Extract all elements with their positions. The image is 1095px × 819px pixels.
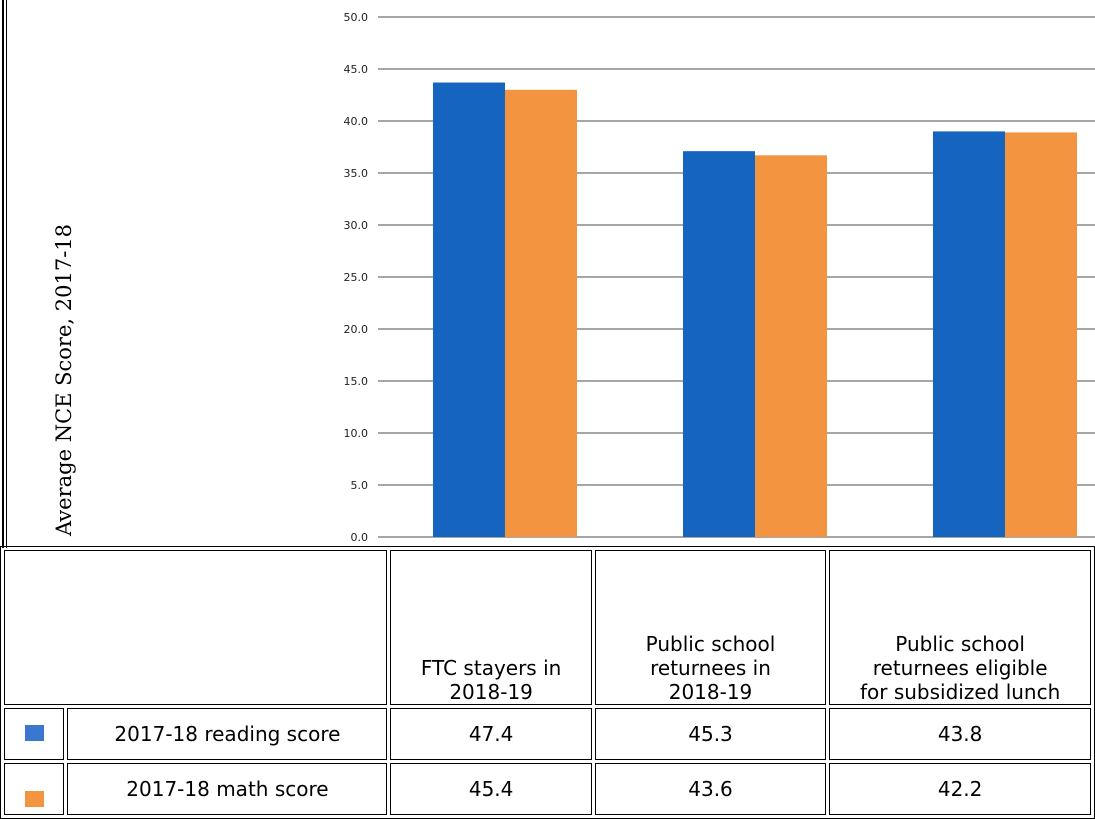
y-tick-label: 45.0 bbox=[344, 63, 369, 76]
chart-frame: Average NCE Score, 2017-18 bbox=[2, 0, 76, 548]
reading-swatch bbox=[24, 725, 44, 741]
table-cell: 45.4 bbox=[390, 763, 592, 815]
y-tick-label: 10.0 bbox=[344, 427, 369, 440]
bar-reading bbox=[433, 82, 505, 538]
header-line: for subsidized lunch bbox=[859, 680, 1061, 704]
table-cell: 43.8 bbox=[829, 708, 1091, 760]
y-tick-label: 20.0 bbox=[344, 323, 369, 336]
bar-math bbox=[755, 155, 827, 537]
table-cell: 42.2 bbox=[829, 763, 1091, 815]
y-tick-label: 50.0 bbox=[344, 11, 369, 24]
table-row: 2017-18 math score 45.4 43.6 42.2 bbox=[4, 763, 1091, 815]
bar-reading bbox=[933, 131, 1005, 537]
frame-border bbox=[2, 0, 4, 548]
y-tick-label: 15.0 bbox=[344, 375, 369, 388]
table-row: 2017-18 reading score 47.4 45.3 43.8 bbox=[4, 708, 1091, 760]
bar-math bbox=[505, 89, 577, 538]
table-header-cell: FTC stayers in 2018-19 bbox=[390, 550, 592, 705]
y-tick-label: 40.0 bbox=[344, 115, 369, 128]
legend-swatch-cell bbox=[4, 763, 65, 815]
header-line: Public school bbox=[895, 632, 1025, 656]
row-label: 2017-18 reading score bbox=[67, 708, 388, 760]
table-cell: 43.6 bbox=[594, 763, 827, 815]
frame-border-inner bbox=[6, 0, 7, 548]
header-line: 2018-19 bbox=[668, 680, 753, 704]
table-header-cell: Public school returnees eligible for sub… bbox=[829, 550, 1091, 705]
bar-math bbox=[1005, 132, 1077, 537]
row-label: 2017-18 math score bbox=[67, 763, 388, 815]
y-tick-label: 0.0 bbox=[351, 531, 369, 544]
table-corner-cell bbox=[4, 550, 388, 705]
legend-swatch-cell bbox=[4, 708, 65, 760]
table-cell: 45.3 bbox=[594, 708, 827, 760]
table-cell: 47.4 bbox=[390, 708, 592, 760]
y-tick-label: 5.0 bbox=[351, 479, 369, 492]
header-line: returnees eligible bbox=[872, 656, 1048, 680]
bar-reading bbox=[683, 151, 755, 537]
math-swatch bbox=[24, 791, 44, 807]
y-tick-label: 35.0 bbox=[344, 167, 369, 180]
y-tick-label: 25.0 bbox=[344, 271, 369, 284]
header-line: 2018-19 bbox=[449, 680, 533, 704]
header-line: FTC stayers in bbox=[420, 656, 562, 680]
data-table: FTC stayers in 2018-19 Public school ret… bbox=[0, 546, 1095, 819]
header-line: Public school bbox=[645, 632, 776, 656]
table-header-cell: Public school returnees in 2018-19 bbox=[594, 550, 827, 705]
header-line: returnees in bbox=[650, 656, 771, 680]
y-tick-label: 30.0 bbox=[344, 219, 369, 232]
bar-chart: 0.0 5.0 10.0 15.0 20.0 25.0 30.0 35.0 40.0 45.0 50… bbox=[344, 11, 1095, 544]
